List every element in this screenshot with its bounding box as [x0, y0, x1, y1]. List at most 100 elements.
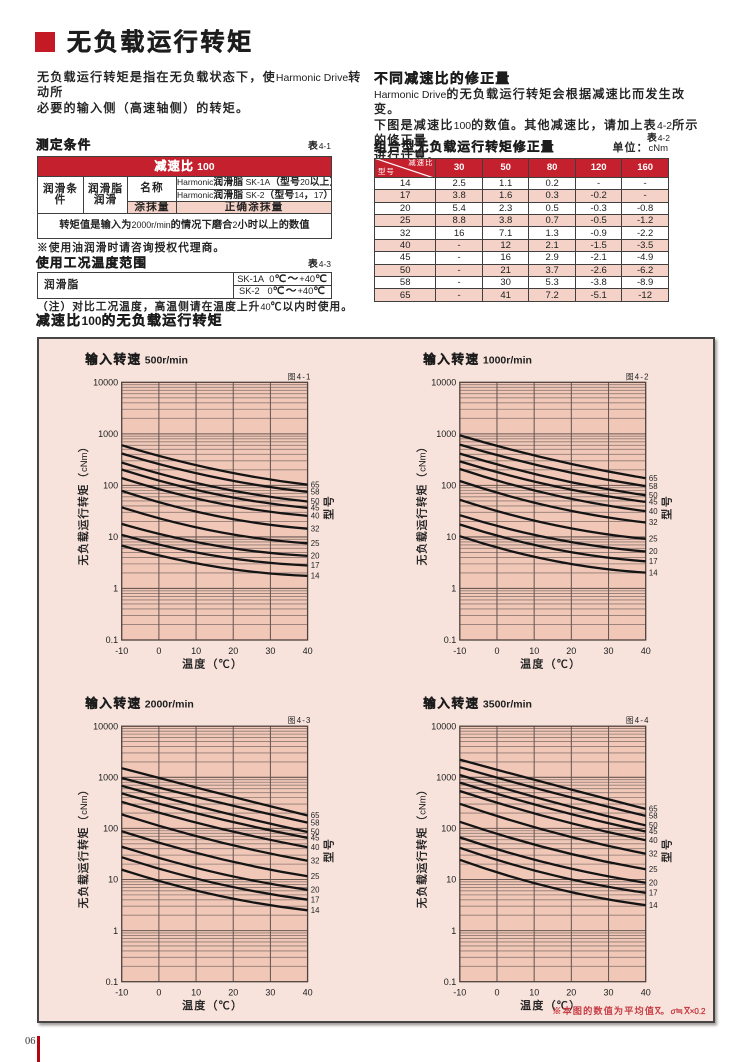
- svg-text:图4-4: 图4-4: [626, 716, 650, 725]
- svg-text:温度（℃）: 温度（℃）: [520, 656, 581, 670]
- svg-text:无负载运行转矩（cNm）: 无负载运行转矩（cNm）: [76, 441, 90, 566]
- svg-text:10: 10: [446, 532, 456, 542]
- svg-text:20: 20: [228, 988, 238, 998]
- svg-text:17: 17: [311, 561, 320, 570]
- svg-text:100: 100: [441, 481, 456, 491]
- svg-text:20: 20: [228, 646, 238, 656]
- svg-text:40: 40: [649, 836, 658, 845]
- svg-text:输入转速 1000r/min: 输入转速 1000r/min: [423, 352, 532, 367]
- svg-text:30: 30: [265, 988, 275, 998]
- svg-text:20: 20: [311, 886, 320, 895]
- svg-text:45: 45: [311, 834, 320, 843]
- svg-text:58: 58: [649, 482, 658, 491]
- svg-text:40: 40: [641, 646, 651, 656]
- svg-text:10: 10: [529, 988, 539, 998]
- svg-text:25: 25: [649, 865, 658, 874]
- svg-text:14: 14: [311, 572, 320, 581]
- svg-text:0.1: 0.1: [106, 635, 119, 645]
- svg-text:25: 25: [311, 872, 320, 881]
- svg-text:32: 32: [649, 849, 658, 858]
- svg-text:图4-1: 图4-1: [288, 372, 312, 381]
- svg-text:40: 40: [641, 988, 651, 998]
- svg-text:17: 17: [311, 895, 320, 904]
- svg-text:50: 50: [649, 491, 658, 500]
- svg-text:45: 45: [649, 498, 658, 507]
- svg-text:10: 10: [446, 875, 456, 885]
- svg-text:30: 30: [265, 646, 275, 656]
- svg-text:20: 20: [649, 878, 658, 887]
- svg-text:1: 1: [113, 584, 118, 594]
- svg-text:58: 58: [311, 818, 320, 827]
- svg-text:1: 1: [451, 584, 456, 594]
- svg-text:32: 32: [311, 524, 320, 533]
- svg-text:1000: 1000: [436, 429, 456, 439]
- svg-text:-10: -10: [115, 988, 128, 998]
- svg-text:1: 1: [113, 926, 118, 936]
- svg-text:10000: 10000: [431, 721, 456, 731]
- svg-text:14: 14: [649, 568, 658, 577]
- svg-text:型号: 型号: [322, 494, 336, 519]
- svg-text:温度（℃）: 温度（℃）: [182, 656, 243, 670]
- svg-text:无负载运行转矩（cNm）: 无负载运行转矩（cNm）: [76, 784, 90, 909]
- svg-text:40: 40: [311, 512, 320, 521]
- svg-text:100: 100: [103, 824, 118, 834]
- svg-text:输入转速 3500r/min: 输入转速 3500r/min: [423, 696, 532, 711]
- svg-text:25: 25: [311, 539, 320, 548]
- svg-text:32: 32: [311, 857, 320, 866]
- svg-text:40: 40: [311, 843, 320, 852]
- svg-text:40: 40: [649, 507, 658, 516]
- svg-text:0: 0: [156, 988, 161, 998]
- svg-text:58: 58: [311, 488, 320, 497]
- svg-text:14: 14: [311, 906, 320, 915]
- svg-text:温度（℃）: 温度（℃）: [182, 998, 243, 1012]
- svg-text:17: 17: [649, 889, 658, 898]
- svg-text:-10: -10: [115, 646, 128, 656]
- svg-text:40: 40: [303, 988, 313, 998]
- svg-text:10: 10: [191, 646, 201, 656]
- svg-text:无负载运行转矩（cNm）: 无负载运行转矩（cNm）: [414, 441, 428, 566]
- svg-text:1000: 1000: [436, 773, 456, 783]
- svg-text:输入转速 2000r/min: 输入转速 2000r/min: [85, 696, 194, 711]
- svg-text:20: 20: [566, 646, 576, 656]
- svg-text:20: 20: [649, 547, 658, 556]
- svg-text:温度（℃）: 温度（℃）: [520, 998, 581, 1012]
- svg-text:型号: 型号: [322, 837, 336, 862]
- svg-text:型号: 型号: [660, 837, 674, 862]
- svg-text:30: 30: [603, 646, 613, 656]
- svg-text:图4-2: 图4-2: [626, 372, 650, 381]
- svg-text:0.1: 0.1: [444, 635, 457, 645]
- svg-text:10: 10: [191, 988, 201, 998]
- svg-text:20: 20: [566, 988, 576, 998]
- svg-text:※本图的数值为平均值X。σ≒X×0.2: ※本图的数值为平均值X。σ≒X×0.2: [552, 1005, 706, 1016]
- svg-text:0.1: 0.1: [444, 977, 457, 987]
- svg-text:1000: 1000: [98, 773, 118, 783]
- svg-text:图4-3: 图4-3: [288, 716, 312, 725]
- svg-text:14: 14: [649, 901, 658, 910]
- svg-text:1000: 1000: [98, 429, 118, 439]
- svg-text:65: 65: [311, 480, 320, 489]
- svg-text:0: 0: [494, 646, 499, 656]
- svg-text:输入转速 500r/min: 输入转速 500r/min: [85, 352, 188, 367]
- svg-text:0: 0: [156, 646, 161, 656]
- svg-text:58: 58: [649, 812, 658, 821]
- svg-text:20: 20: [311, 552, 320, 561]
- svg-text:32: 32: [649, 518, 658, 527]
- svg-text:10: 10: [529, 646, 539, 656]
- svg-text:50: 50: [649, 821, 658, 830]
- svg-text:25: 25: [649, 535, 658, 544]
- svg-text:10000: 10000: [431, 378, 456, 388]
- svg-text:30: 30: [603, 988, 613, 998]
- svg-text:65: 65: [649, 805, 658, 814]
- svg-text:0.1: 0.1: [106, 977, 119, 987]
- svg-text:65: 65: [649, 474, 658, 483]
- svg-text:10000: 10000: [93, 378, 118, 388]
- svg-text:0: 0: [494, 988, 499, 998]
- svg-text:无负载运行转矩（cNm）: 无负载运行转矩（cNm）: [414, 784, 428, 909]
- svg-text:-10: -10: [453, 988, 466, 998]
- svg-text:100: 100: [103, 481, 118, 491]
- svg-text:10: 10: [108, 532, 118, 542]
- svg-text:40: 40: [303, 646, 313, 656]
- svg-text:10000: 10000: [93, 721, 118, 731]
- svg-text:45: 45: [649, 827, 658, 836]
- svg-text:100: 100: [441, 824, 456, 834]
